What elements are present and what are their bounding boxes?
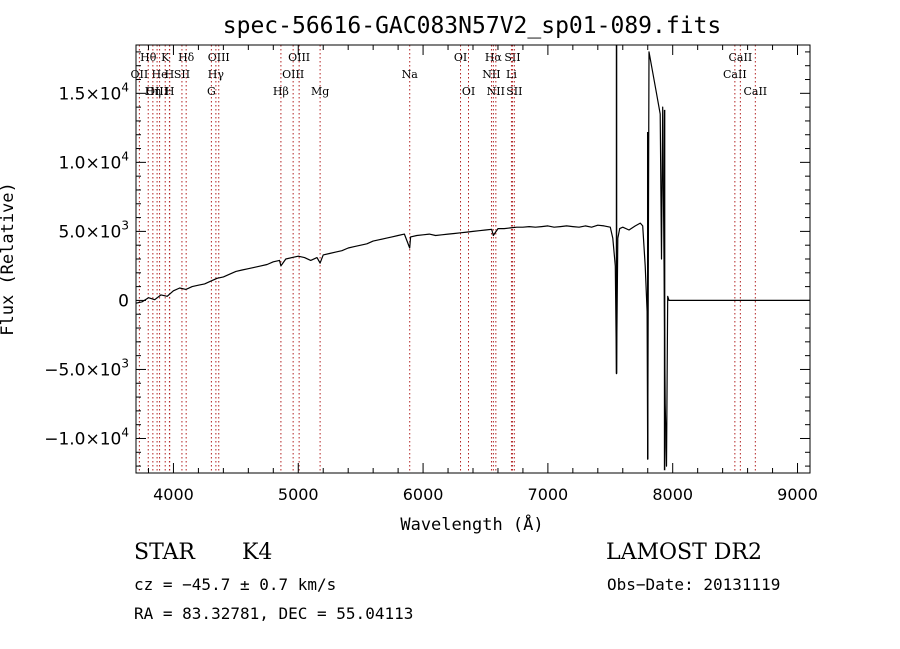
spectral-line-markers: HθKHδOIIIOIIIOIHαSIICaIIOIIHeHSIIHγOIIIN… — [131, 45, 767, 473]
line-marker-label: SII — [506, 85, 522, 98]
y-tick-label: 0 — [118, 291, 129, 311]
x-tick-label: 7000 — [528, 485, 569, 504]
y-tick-label: 1.5×104 — [58, 80, 129, 104]
y-tick-mantissa: 0 — [118, 291, 129, 311]
y-tick-exponent: 4 — [121, 425, 129, 439]
sky-coordinates: RA = 83.32781, DEC = 55.04113 — [134, 604, 414, 623]
line-marker-label: SII — [174, 68, 190, 81]
line-marker-label: Hη — [145, 85, 161, 98]
line-marker-label: Na — [402, 68, 419, 81]
x-tick-label: 5000 — [278, 485, 319, 504]
redshift-velocity: cz = −45.7 ± 0.7 km/s — [134, 575, 337, 594]
x-tick-label: 4000 — [153, 485, 194, 504]
line-marker-label: OI — [454, 51, 467, 64]
line-marker-label: Mg — [311, 85, 329, 98]
spectrum-series — [135, 45, 810, 471]
x-tick-label: 8000 — [652, 485, 693, 504]
line-marker-label: He — [152, 68, 168, 81]
line-marker-label: SII — [504, 51, 520, 64]
line-marker-label: Hβ — [273, 85, 289, 98]
y-tick-mantissa: −5.0×10 — [44, 360, 121, 380]
y-tick-mantissa: 5.0×10 — [58, 222, 121, 242]
y-tick-label: −5.0×103 — [44, 356, 129, 380]
line-marker-label: OIII — [282, 68, 304, 81]
y-tick-exponent: 4 — [121, 80, 129, 94]
line-marker-label: CaII — [723, 68, 747, 81]
line-marker-label: K — [161, 51, 170, 64]
y-tick-label: 1.0×104 — [58, 149, 129, 173]
object-subclass: K4 — [242, 540, 273, 565]
line-marker-label: Hδ — [178, 51, 195, 64]
line-marker-label: NII — [487, 85, 505, 98]
line-marker-label: CaII — [743, 85, 767, 98]
y-tick-mantissa: 1.0×10 — [58, 153, 121, 173]
line-marker-label: OI — [462, 85, 475, 98]
observation-date: Obs−Date: 20131119 — [607, 575, 781, 594]
y-axis-label: Flux (Relative) — [0, 182, 18, 336]
line-marker-label: CaII — [729, 51, 753, 64]
y-tick-mantissa: 1.5×10 — [58, 84, 121, 104]
line-marker-label: OIII — [288, 51, 310, 64]
line-marker-label: OIII — [146, 85, 168, 98]
chart-title: spec-56616-GAC083N57V2_sp01-089.fits — [223, 13, 722, 39]
y-tick-exponent: 4 — [121, 149, 129, 163]
line-marker-label: OII — [131, 68, 149, 81]
x-tick-label: 6000 — [403, 485, 444, 504]
y-tick-label: 5.0×103 — [58, 218, 129, 242]
line-marker-label: G — [207, 85, 216, 98]
survey-name: LAMOST DR2 — [606, 540, 762, 565]
line-marker-label: H — [165, 85, 175, 98]
line-marker-label: Hγ — [208, 68, 225, 81]
y-tick-mantissa: −1.0×10 — [44, 429, 121, 449]
y-tick-exponent: 3 — [121, 356, 129, 370]
line-marker-label: Hα — [485, 51, 503, 64]
x-axis-label: Wavelength (Å) — [400, 513, 543, 535]
line-marker-label: NII — [482, 68, 500, 81]
x-tick-label: 9000 — [777, 485, 818, 504]
line-marker-label: Hθ — [140, 51, 157, 64]
y-tick-exponent: 3 — [121, 218, 129, 232]
y-tick-label: −1.0×104 — [44, 425, 129, 449]
line-marker-label: Li — [506, 68, 517, 81]
spectrum-line-0 — [135, 51, 810, 467]
line-marker-label: OIII — [208, 51, 230, 64]
plot-frame — [135, 44, 811, 474]
x-axis: 4000 5000 6000 7000 8000 9000 — [147, 45, 818, 504]
object-class: STAR — [134, 540, 195, 565]
